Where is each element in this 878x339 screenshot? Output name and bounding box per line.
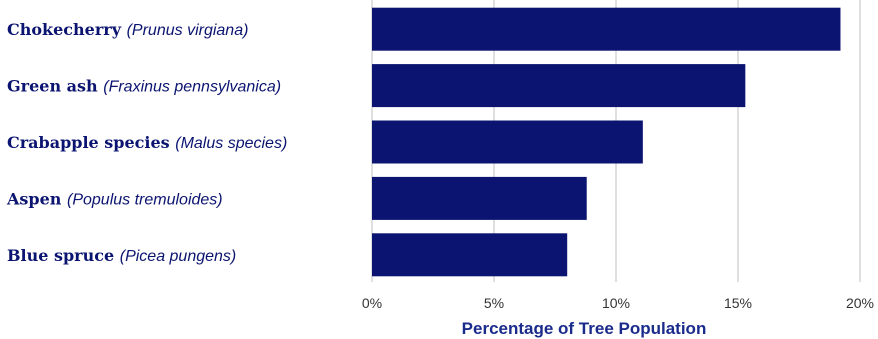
x-tick-label: 15% — [724, 295, 752, 311]
bar — [372, 120, 643, 164]
bar — [372, 176, 587, 220]
x-tick-label: 20% — [846, 295, 874, 311]
category-scientific-name: (Fraxinus pennsylvanica) — [103, 79, 281, 96]
category-scientific-name: (Prunus virgiana) — [127, 22, 249, 39]
category-labels: Chokecherry (Prunus virgiana) Green ash (… — [6, 20, 287, 265]
bar — [372, 233, 568, 277]
category-scientific-name: (Populus tremuloides) — [67, 191, 223, 208]
x-tick-labels: 0% 5% 10% 15% 20% — [362, 295, 874, 311]
category-label: Blue spruce (Picea pungens) — [7, 246, 236, 265]
category-common-name: Green ash — [7, 77, 103, 96]
x-tick-label: 5% — [484, 295, 504, 311]
category-common-name: Chokecherry — [7, 20, 127, 39]
bars — [372, 7, 841, 277]
category-scientific-name: (Picea pungens) — [120, 248, 237, 265]
category-scientific-name: (Malus species) — [175, 135, 287, 152]
category-label: Aspen (Populus tremuloides) — [6, 189, 223, 208]
category-common-name: Crabapple species — [7, 133, 175, 152]
category-label: Green ash (Fraxinus pennsylvanica) — [7, 77, 281, 96]
x-tick-label: 0% — [362, 295, 382, 311]
category-common-name: Blue spruce — [7, 246, 120, 265]
x-axis-title: Percentage of Tree Population — [462, 319, 707, 338]
category-label: Chokecherry (Prunus virgiana) — [7, 20, 248, 39]
category-label: Crabapple species (Malus species) — [7, 133, 287, 152]
bar — [372, 64, 746, 108]
x-tick-label: 10% — [602, 295, 630, 311]
bar — [372, 7, 841, 51]
category-common-name: Aspen — [6, 189, 67, 208]
